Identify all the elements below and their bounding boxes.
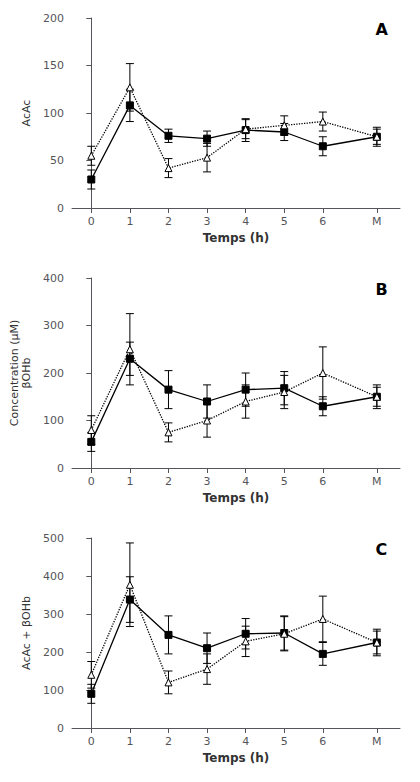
- svg-text:200: 200: [43, 646, 64, 659]
- svg-text:Concentration (µM): Concentration (µM): [8, 320, 21, 426]
- svg-text:2: 2: [165, 215, 172, 228]
- svg-text:M: M: [372, 735, 382, 748]
- svg-text:0: 0: [57, 462, 64, 475]
- svg-text:AcAc: AcAc: [20, 100, 33, 127]
- svg-text:200: 200: [43, 367, 64, 380]
- svg-text:5: 5: [281, 475, 288, 488]
- svg-text:400: 400: [43, 570, 64, 583]
- svg-text:βOHb: βOHb: [20, 358, 33, 389]
- svg-text:400: 400: [43, 272, 64, 285]
- svg-text:M: M: [372, 215, 382, 228]
- svg-text:C: C: [375, 540, 387, 559]
- svg-text:3: 3: [204, 475, 211, 488]
- svg-text:150: 150: [43, 59, 64, 72]
- svg-text:0: 0: [57, 202, 64, 215]
- svg-text:3: 3: [204, 735, 211, 748]
- svg-text:1: 1: [126, 215, 133, 228]
- svg-text:6: 6: [319, 735, 326, 748]
- svg-text:2: 2: [165, 735, 172, 748]
- svg-text:0: 0: [88, 475, 95, 488]
- svg-text:2: 2: [165, 475, 172, 488]
- svg-text:6: 6: [319, 215, 326, 228]
- svg-text:A: A: [375, 20, 388, 39]
- svg-text:3: 3: [204, 215, 211, 228]
- svg-text:300: 300: [43, 608, 64, 621]
- svg-text:M: M: [372, 475, 382, 488]
- svg-text:4: 4: [242, 475, 249, 488]
- svg-text:200: 200: [43, 12, 64, 25]
- svg-text:0: 0: [88, 215, 95, 228]
- svg-text:100: 100: [43, 107, 64, 120]
- svg-text:6: 6: [319, 475, 326, 488]
- svg-text:B: B: [375, 280, 387, 299]
- svg-text:Temps (h): Temps (h): [203, 231, 270, 245]
- svg-text:300: 300: [43, 319, 64, 332]
- svg-text:Temps (h): Temps (h): [203, 491, 270, 505]
- svg-text:1: 1: [126, 735, 133, 748]
- svg-text:500: 500: [43, 532, 64, 545]
- svg-text:5: 5: [281, 215, 288, 228]
- svg-text:100: 100: [43, 684, 64, 697]
- svg-text:0: 0: [88, 735, 95, 748]
- svg-text:5: 5: [281, 735, 288, 748]
- svg-text:4: 4: [242, 215, 249, 228]
- svg-text:50: 50: [50, 154, 64, 167]
- svg-text:100: 100: [43, 414, 64, 427]
- svg-text:0: 0: [57, 722, 64, 735]
- svg-text:Temps (h): Temps (h): [203, 751, 270, 765]
- svg-text:1: 1: [126, 475, 133, 488]
- svg-text:4: 4: [242, 735, 249, 748]
- svg-text:AcAc + βOHb: AcAc + βOHb: [20, 596, 33, 670]
